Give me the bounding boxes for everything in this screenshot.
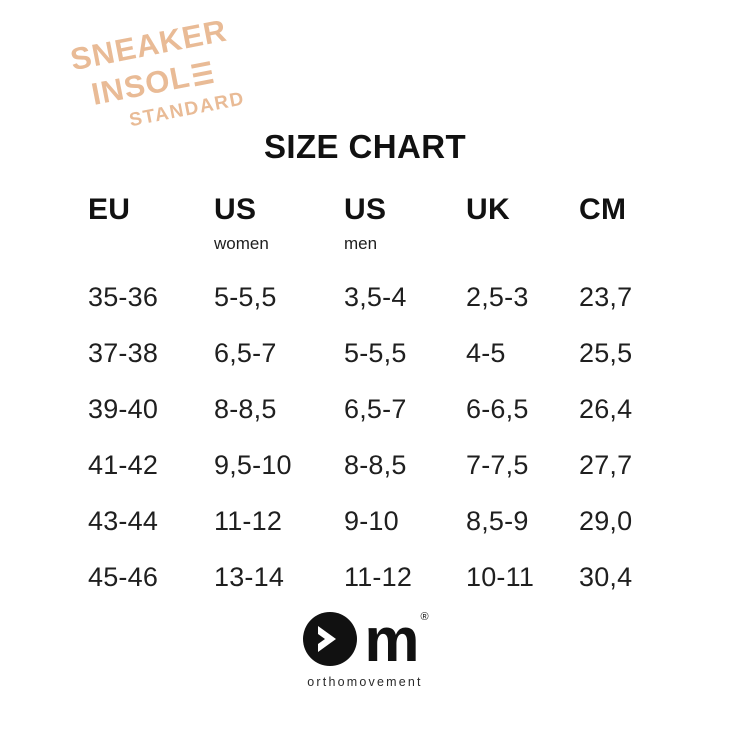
cell-cm: 25,5 — [579, 337, 633, 368]
cell-eu: 35-36 — [88, 281, 159, 312]
column-header-uk: UK — [466, 193, 579, 255]
table-row: 43-44 11-12 9-10 8,5-9 29,0 — [88, 493, 668, 549]
footer-logo: m ® orthomovement — [0, 606, 730, 689]
cell-us-men: 6,5-7 — [344, 393, 407, 424]
cell-eu: 39-40 — [88, 393, 159, 424]
column-header-eu-sublabel — [88, 233, 214, 255]
table-header-row: EU US women US men UK CM — [88, 193, 668, 255]
cell-us-men: 8-8,5 — [344, 449, 407, 480]
cell-eu: 37-38 — [88, 337, 159, 368]
column-header-uk-label: UK — [466, 193, 510, 226]
registered-trademark-icon: ® — [420, 611, 429, 623]
table-row: 35-36 5-5,5 3,5-4 2,5-3 23,7 — [88, 255, 668, 325]
cell-uk: 10-11 — [466, 561, 535, 592]
column-header-cm-sublabel — [579, 233, 668, 255]
column-header-us-men: US men — [344, 193, 466, 255]
cell-uk: 4-5 — [466, 337, 506, 368]
column-header-uk-sublabel — [466, 233, 579, 255]
table-row: 37-38 6,5-7 5-5,5 4-5 25,5 — [88, 325, 668, 381]
cell-us-men: 11-12 — [344, 561, 413, 592]
cell-us-women: 6,5-7 — [214, 337, 277, 368]
cell-cm: 27,7 — [579, 449, 633, 480]
cell-cm: 23,7 — [579, 281, 633, 312]
cell-us-women: 5-5,5 — [214, 281, 277, 312]
cell-us-women: 11-12 — [214, 505, 283, 536]
cell-cm: 30,4 — [579, 561, 633, 592]
cell-cm: 26,4 — [579, 393, 633, 424]
stylized-e-icon — [190, 60, 214, 87]
cell-uk: 2,5-3 — [466, 281, 529, 312]
cell-us-women: 9,5-10 — [214, 449, 292, 480]
om-logo-row: m ® — [303, 606, 429, 675]
cell-uk: 6-6,5 — [466, 393, 529, 424]
cell-uk: 7-7,5 — [466, 449, 529, 480]
cell-us-women: 8-8,5 — [214, 393, 277, 424]
table-row: 41-42 9,5-10 8-8,5 7-7,5 27,7 — [88, 437, 668, 493]
column-header-us-women: US women — [214, 193, 344, 255]
cell-us-men: 9-10 — [344, 505, 399, 536]
column-header-eu-label: EU — [88, 193, 131, 226]
cell-cm: 29,0 — [579, 505, 633, 536]
cell-eu: 45-46 — [88, 561, 159, 592]
column-header-us-men-label: US — [344, 193, 387, 226]
table-row: 45-46 13-14 11-12 10-11 30,4 — [88, 549, 668, 605]
om-letter-m: m — [364, 606, 419, 675]
page-title: SIZE CHART — [264, 128, 466, 165]
cell-eu: 43-44 — [88, 505, 159, 536]
cell-uk: 8,5-9 — [466, 505, 529, 536]
om-circle-chevron-icon — [303, 612, 358, 666]
size-chart-table: EU US women US men UK CM 35-36 5-5 — [88, 193, 668, 605]
column-header-cm: CM — [579, 193, 668, 255]
cell-us-men: 5-5,5 — [344, 337, 407, 368]
cell-eu: 41-42 — [88, 449, 159, 480]
column-header-eu: EU — [88, 193, 214, 255]
footer-wordmark: orthomovement — [307, 675, 423, 689]
cell-us-women: 13-14 — [214, 561, 285, 592]
column-header-us-women-label: US — [214, 193, 257, 226]
cell-us-men: 3,5-4 — [344, 281, 407, 312]
column-header-us-women-sublabel: women — [214, 234, 269, 253]
table-row: 39-40 8-8,5 6,5-7 6-6,5 26,4 — [88, 381, 668, 437]
column-header-us-men-sublabel: men — [344, 234, 378, 253]
column-header-cm-label: CM — [579, 193, 627, 226]
